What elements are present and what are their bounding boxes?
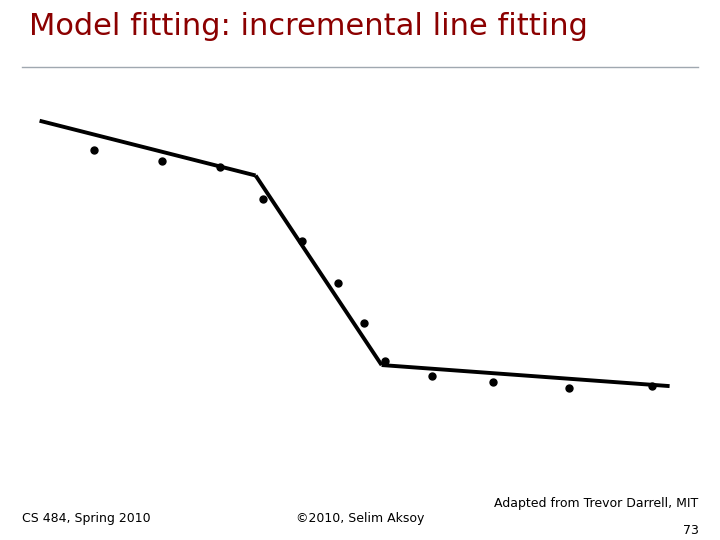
Text: ©2010, Selim Aksoy: ©2010, Selim Aksoy: [296, 511, 424, 525]
Text: CS 484, Spring 2010: CS 484, Spring 2010: [22, 511, 150, 525]
Text: 73: 73: [683, 524, 698, 537]
Text: Model fitting: incremental line fitting: Model fitting: incremental line fitting: [29, 12, 588, 41]
Text: Adapted from Trevor Darrell, MIT: Adapted from Trevor Darrell, MIT: [494, 497, 698, 510]
